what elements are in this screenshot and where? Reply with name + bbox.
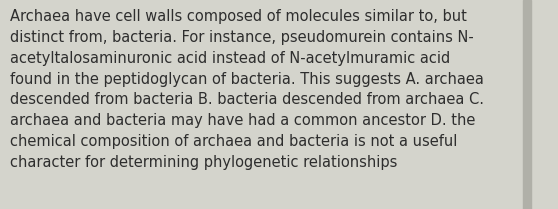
Bar bbox=[523, 0, 531, 209]
Text: Archaea have cell walls composed of molecules similar to, but
distinct from, bac: Archaea have cell walls composed of mole… bbox=[10, 9, 484, 170]
